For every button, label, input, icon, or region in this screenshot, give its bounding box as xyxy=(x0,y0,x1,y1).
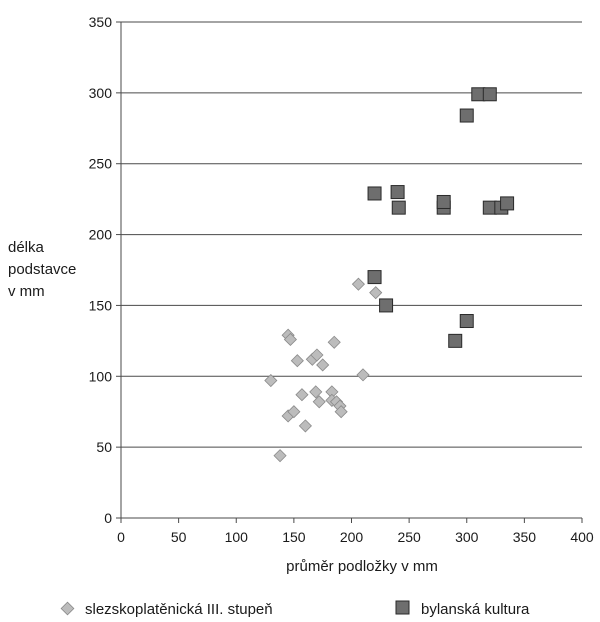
y-axis-title-line-1: délka xyxy=(8,239,45,256)
y-tick-label: 350 xyxy=(89,14,113,30)
scatter-point-diamond xyxy=(327,335,341,349)
x-tick-label: 300 xyxy=(455,529,479,545)
legend-item-0: slezskoplatěnická III. stupeň xyxy=(60,601,273,618)
x-tick-label: 100 xyxy=(225,529,249,545)
scatter-point-diamond xyxy=(334,405,348,419)
scatter-point-diamond xyxy=(283,332,297,347)
y-tick-label: 50 xyxy=(96,439,112,455)
scatter-point-diamond xyxy=(298,419,312,433)
gridlines xyxy=(121,21,582,448)
series-0 xyxy=(264,277,383,463)
y-tick-label: 150 xyxy=(89,297,113,313)
scatter-point-square xyxy=(391,200,406,215)
legend-marker-diamond xyxy=(60,601,75,616)
scatter-point-diamond xyxy=(264,373,278,388)
y-tick-label: 200 xyxy=(89,227,113,243)
legend-label-0: slezskoplatěnická III. stupeň xyxy=(85,601,273,617)
axes xyxy=(116,21,583,523)
legend: slezskoplatěnická III. stupeň bylanská k… xyxy=(60,600,530,618)
y-tick-label: 100 xyxy=(89,368,113,384)
scatter-point-square xyxy=(367,270,382,285)
scatter-point-diamond xyxy=(351,277,365,291)
legend-item-1: bylanská kultura xyxy=(395,600,530,618)
scatter-point-diamond xyxy=(310,348,324,362)
scatter-point-diamond xyxy=(369,286,383,300)
tick-labels: 0 50 100 150 200 250 300 350 0 50 100 150 200 250 300 3… xyxy=(89,14,594,545)
x-tick-label: 150 xyxy=(282,529,306,545)
scatter-point-square xyxy=(459,108,474,123)
scatter-point-square xyxy=(482,87,497,102)
x-tick-label: 350 xyxy=(513,529,537,545)
y-tick-label: 250 xyxy=(89,156,113,172)
y-tick-label: 300 xyxy=(89,85,113,101)
y-tick-label: 0 xyxy=(104,510,112,526)
y-axis-title: délka podstavce v mm xyxy=(8,239,76,300)
x-tick-label: 250 xyxy=(397,529,421,545)
scatter-point-square xyxy=(459,314,474,329)
x-axis-title: průměr podložky v mm xyxy=(286,558,438,575)
scatter-point-square xyxy=(436,194,451,209)
y-axis-title-line-3: v mm xyxy=(8,283,45,300)
x-tick-label: 0 xyxy=(117,529,125,545)
scatter-point-diamond xyxy=(290,354,304,368)
y-axis-title-line-2: podstavce xyxy=(8,261,76,278)
legend-label-1: bylanská kultura xyxy=(421,601,530,617)
data-points xyxy=(264,87,515,463)
scatter-point-diamond xyxy=(312,395,326,409)
x-tick-label: 400 xyxy=(570,529,594,545)
scatter-point-diamond xyxy=(356,368,370,382)
x-tick-label: 50 xyxy=(171,529,187,545)
scatter-point-square xyxy=(500,196,515,211)
scatter-point-diamond xyxy=(309,385,323,399)
scatter-point-square xyxy=(448,333,463,348)
scatter-point-diamond xyxy=(316,358,330,372)
series-1 xyxy=(367,87,515,348)
x-tick-label: 200 xyxy=(340,529,364,545)
scatter-point-square xyxy=(367,186,382,201)
scatter-point-diamond xyxy=(287,405,301,419)
legend-marker-square xyxy=(395,600,410,615)
scatter-point-diamond xyxy=(295,388,309,402)
scatter-point-square xyxy=(390,185,405,200)
scatter-point-square xyxy=(379,298,394,313)
scatter-point-diamond xyxy=(273,449,287,463)
